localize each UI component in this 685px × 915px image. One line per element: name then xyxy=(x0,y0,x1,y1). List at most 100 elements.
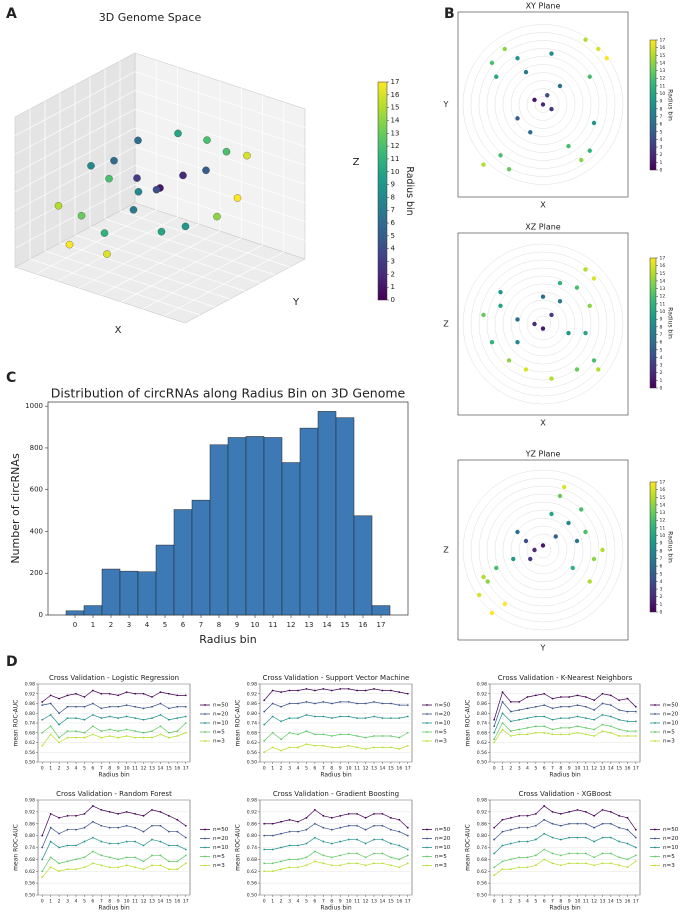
colorbar-tick-label: 11 xyxy=(660,301,666,307)
series-marker xyxy=(501,722,504,724)
series-line xyxy=(264,851,408,864)
series-marker xyxy=(347,733,350,736)
y-tick-label: 0.92 xyxy=(247,809,257,815)
x-tick-label: 8 xyxy=(559,899,562,905)
series-marker xyxy=(176,818,179,821)
series-marker xyxy=(356,735,359,737)
series-marker xyxy=(151,736,153,739)
series-marker xyxy=(551,822,554,825)
series-marker xyxy=(263,699,266,702)
y-tick-label: 0.50 xyxy=(247,893,257,899)
legend-marker xyxy=(204,740,206,742)
series-marker xyxy=(398,866,401,869)
series-marker xyxy=(108,728,111,731)
point xyxy=(77,211,86,220)
series-line xyxy=(41,851,186,872)
series-marker xyxy=(184,848,187,851)
point xyxy=(583,267,588,272)
z-axis-label: Z xyxy=(353,157,360,168)
series-marker xyxy=(100,707,103,710)
series-marker xyxy=(381,689,384,692)
pane-grid xyxy=(14,90,306,155)
series-marker xyxy=(75,844,77,847)
series-marker xyxy=(509,700,512,703)
point xyxy=(498,153,503,158)
pane-grid xyxy=(14,71,306,137)
legend-marker xyxy=(426,864,428,867)
series-marker xyxy=(534,694,537,697)
series-marker xyxy=(167,707,170,710)
legend-label: n=5 xyxy=(663,730,675,736)
point xyxy=(181,222,190,231)
point xyxy=(540,102,546,107)
radial-grid xyxy=(462,24,624,185)
colorbar-label: Radius bin xyxy=(404,166,415,215)
series-marker xyxy=(91,805,94,807)
series-marker xyxy=(66,717,69,720)
legend-label: n=10 xyxy=(435,721,451,727)
point xyxy=(600,547,605,553)
colorbar-label: Radius bin xyxy=(666,307,673,339)
series-marker xyxy=(271,689,274,692)
series-marker xyxy=(373,852,375,855)
colorbar-tick-label: 15 xyxy=(660,495,666,501)
series-marker xyxy=(347,838,350,841)
x-tick-label: 3 xyxy=(288,899,291,905)
legend-label: n=10 xyxy=(213,721,229,727)
point xyxy=(566,143,571,149)
series-marker xyxy=(41,834,44,837)
radial-grid xyxy=(486,493,600,607)
legend-marker xyxy=(426,740,428,742)
series-marker xyxy=(576,822,579,825)
series-marker xyxy=(297,866,299,869)
x-tick-label: 10 xyxy=(575,899,581,905)
series-line xyxy=(493,712,636,733)
series-marker xyxy=(83,696,86,698)
point xyxy=(523,367,529,372)
series-marker xyxy=(568,862,571,865)
series-marker xyxy=(125,810,128,813)
series-marker xyxy=(58,832,61,835)
series-marker xyxy=(593,840,596,843)
x-tick-label: 7 xyxy=(551,899,554,905)
series-marker xyxy=(509,868,512,871)
point xyxy=(557,299,563,304)
series-marker xyxy=(576,836,579,839)
series-line xyxy=(493,858,637,876)
bar xyxy=(137,571,157,616)
series-marker xyxy=(134,717,137,720)
point xyxy=(591,120,597,126)
point xyxy=(202,166,210,175)
x-tick-label: 8 xyxy=(330,899,333,905)
series-marker xyxy=(526,814,529,817)
point xyxy=(566,330,571,336)
series-marker xyxy=(584,726,587,729)
series-marker xyxy=(347,687,350,690)
point xyxy=(477,592,482,598)
series-marker xyxy=(626,710,629,713)
series-marker xyxy=(297,820,299,823)
radial-grid xyxy=(510,291,576,357)
point xyxy=(587,148,592,153)
series-marker xyxy=(100,854,103,857)
series-marker xyxy=(117,826,120,829)
y-tick-label: 0.86 xyxy=(247,701,257,707)
y-tick-label: 0.80 xyxy=(247,711,257,717)
radial-grid xyxy=(518,80,568,129)
point xyxy=(549,376,554,381)
series-marker xyxy=(576,862,579,865)
point xyxy=(511,556,516,562)
colorbar-tick-label: 1 xyxy=(660,602,663,608)
x-tick-label: 0 xyxy=(41,899,44,905)
series-marker xyxy=(526,733,529,736)
series-marker xyxy=(167,731,170,734)
x-tick-label: 4 xyxy=(145,621,150,629)
series-line xyxy=(493,833,636,854)
series-marker xyxy=(576,694,579,697)
chart-title: Distribution of circRNAs along Radius Bi… xyxy=(51,386,406,401)
y-tick-label: 0.62 xyxy=(477,740,487,746)
colorbar-tick-label: 12 xyxy=(660,294,666,300)
series-marker xyxy=(184,731,187,734)
series-marker xyxy=(297,702,299,705)
series-marker xyxy=(526,707,529,710)
